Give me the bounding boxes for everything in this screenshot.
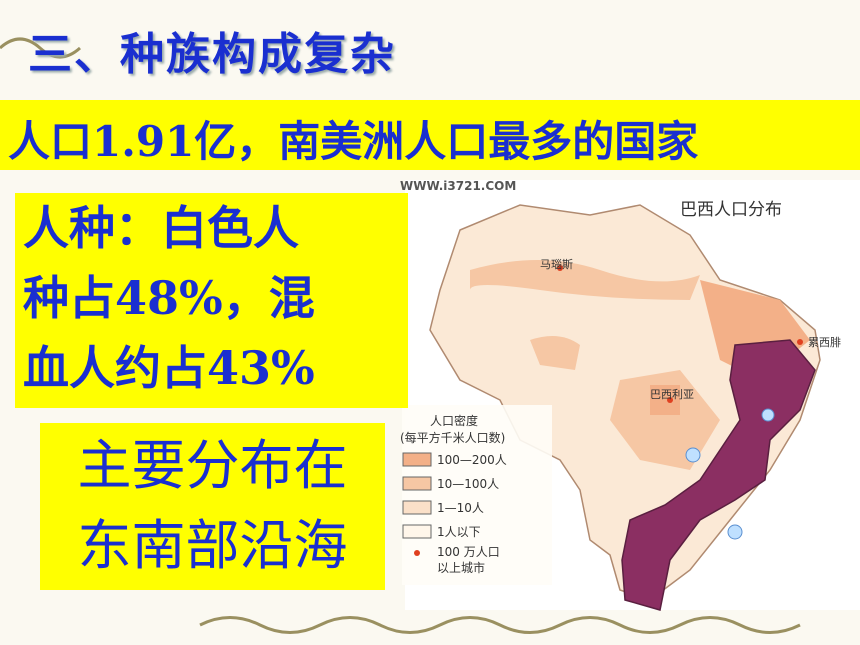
text-line: 血人约占43%	[23, 341, 315, 395]
text-line: 种占48%，混	[23, 271, 315, 325]
legend-swatch	[402, 476, 432, 491]
city-dot	[667, 397, 673, 403]
legend-panel	[402, 405, 552, 585]
banner	[0, 100, 860, 170]
legend-label: 10—100人	[437, 477, 499, 491]
text-line: 东南部沿海	[77, 514, 348, 577]
vine	[199, 616, 801, 634]
city-dot	[557, 265, 563, 271]
legend-label: 以上城市	[437, 560, 485, 575]
legend-swatch	[414, 550, 420, 556]
density-region	[470, 260, 700, 300]
text-line: 主要分布在	[77, 434, 348, 497]
density-region	[530, 336, 580, 370]
city-dot	[797, 339, 803, 345]
legend-label: 1—10人	[437, 501, 484, 515]
map-title: 巴西人口分布	[680, 200, 782, 220]
legend-label: 100 万人口	[437, 545, 500, 559]
city-label: 马瑙斯	[540, 258, 573, 271]
city-dot	[727, 524, 743, 540]
city-label: 巴西利亚	[650, 388, 694, 401]
legend-title: 人口密度	[430, 413, 478, 428]
density-region	[610, 370, 720, 470]
city-dot	[685, 447, 701, 463]
legend-swatch	[402, 524, 432, 539]
watermark: WWW.i3721.COM	[400, 179, 516, 193]
coastal-highlight	[621, 339, 816, 611]
race-box: 人种：白色人 种占48%，混 血人约占43%	[15, 193, 408, 408]
legend-label: 100—200人	[437, 453, 507, 467]
distribution-box: 主要分布在 东南部沿海	[40, 423, 385, 590]
density-region	[650, 385, 680, 415]
text-line: 人种：白色人	[23, 201, 299, 255]
city-dot	[761, 408, 775, 422]
banner-text: 人口1.91亿，南美洲人口最多的国家	[8, 117, 699, 166]
legend-subtitle: (每平方千米人口数)	[400, 430, 505, 445]
legend-swatch	[402, 500, 432, 515]
legend-label: 1人以下	[437, 525, 481, 539]
city-label: 累西腓	[808, 336, 841, 349]
legend-swatch	[402, 452, 432, 467]
vine	[0, 37, 82, 59]
slide-title: 三、种族构成复杂	[28, 29, 396, 80]
